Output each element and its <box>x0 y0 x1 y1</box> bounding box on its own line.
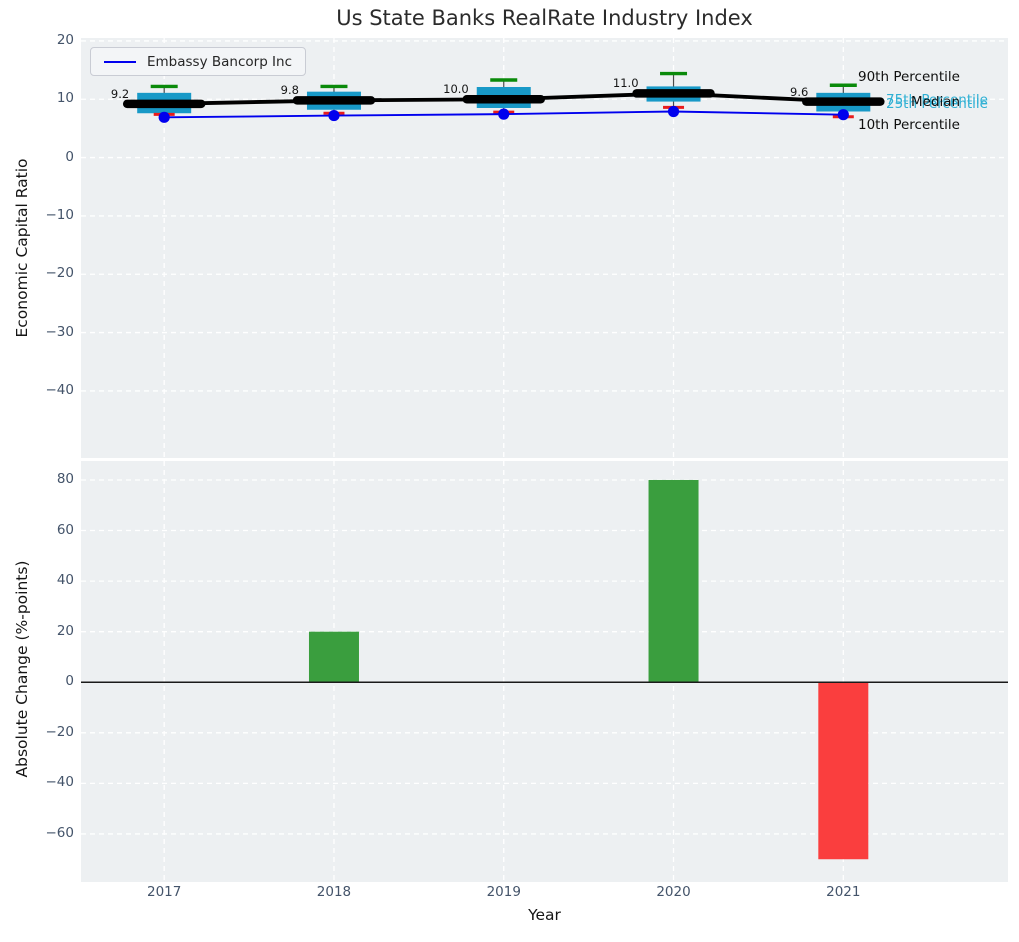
bar-negative <box>818 682 869 860</box>
y-tick-label: −40 <box>45 381 75 398</box>
y-tick-label: 0 <box>65 673 74 690</box>
company-marker <box>837 109 849 121</box>
y-tick-label: 20 <box>56 622 74 639</box>
annotation-10th-percentile: 10th Percentile <box>858 117 960 133</box>
x-tick-label: 2017 <box>147 884 182 900</box>
chart-title: Us State Banks RealRate Industry Index <box>336 6 753 30</box>
top-chart-panel <box>81 38 1008 458</box>
bottom-chart-panel <box>81 461 1008 882</box>
company-marker <box>158 111 170 123</box>
y-tick-label: −60 <box>45 824 75 841</box>
y-tick-label: −20 <box>45 723 75 740</box>
median-value-label: 9.8 <box>280 83 299 98</box>
x-tick-label: 2021 <box>826 884 861 900</box>
median-value-label: 9.6 <box>790 84 809 99</box>
y-tick-label: −10 <box>45 206 75 223</box>
company-marker <box>328 109 340 122</box>
x-tick-label: 2019 <box>486 884 521 900</box>
bar-positive <box>648 479 699 683</box>
y-tick-label: 60 <box>56 521 74 538</box>
legend-line-swatch <box>104 60 136 63</box>
y-tick-label: 10 <box>56 90 74 107</box>
company-marker <box>498 108 510 120</box>
x-tick-label: 2020 <box>656 884 691 900</box>
y-tick-label: 80 <box>56 470 74 487</box>
median-value-label: 10.0 <box>443 82 469 97</box>
legend-label: Embassy Bancorp Inc <box>147 53 293 70</box>
y-tick-label: 20 <box>56 31 74 48</box>
annotation-median: Median <box>911 94 961 110</box>
annotation-25th-percentile: 25th Percentile <box>886 96 988 112</box>
y-tick-label: −20 <box>45 265 75 282</box>
y-axis-label-top: Economic Capital Ratio <box>13 158 31 338</box>
company-marker <box>667 105 680 118</box>
x-tick-label: 2018 <box>316 884 352 900</box>
y-tick-label: −40 <box>45 774 75 791</box>
y-axis-label-bottom: Absolute Change (%-points) <box>13 560 31 778</box>
boxplot-chart <box>81 38 1008 458</box>
median-value-label: 9.2 <box>110 86 130 101</box>
y-tick-label: −30 <box>45 323 75 340</box>
x-axis-label: Year <box>528 906 561 924</box>
bar-positive <box>308 631 359 683</box>
legend: Embassy Bancorp Inc <box>90 47 307 76</box>
bar-chart <box>81 461 1008 882</box>
y-tick-label: 0 <box>65 148 74 165</box>
median-value-label: 11.0 <box>612 76 639 91</box>
annotation-75th-percentile: 75th Percentile <box>886 92 988 108</box>
y-tick-label: 40 <box>56 572 74 589</box>
annotation-90th-percentile: 90th Percentile <box>858 69 960 85</box>
